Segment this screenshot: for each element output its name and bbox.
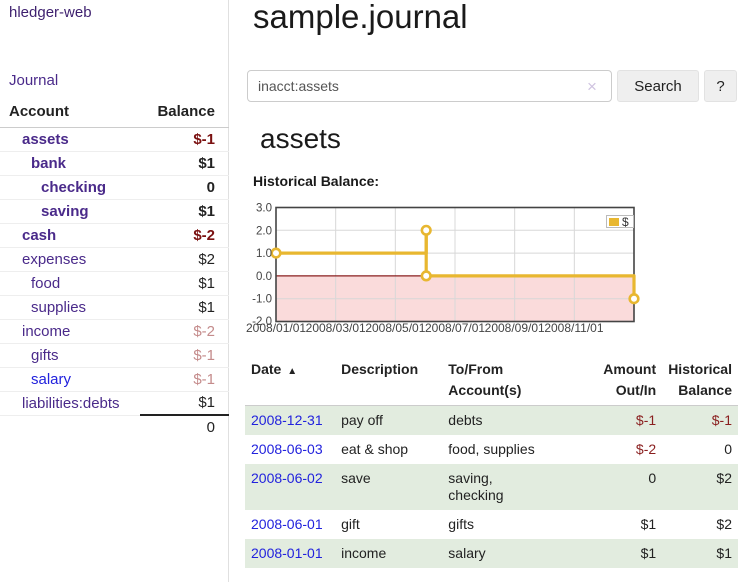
svg-text:2008/11/01: 2008/11/01: [544, 321, 603, 335]
svg-text:2008/03/01: 2008/03/01: [306, 321, 366, 335]
svg-text:2008/05/01: 2008/05/01: [365, 321, 425, 335]
svg-text:3.0: 3.0: [256, 203, 272, 215]
svg-text:2008/01/01: 2008/01/01: [246, 321, 306, 335]
svg-text:2.0: 2.0: [256, 225, 272, 237]
svg-text:2008/07/01: 2008/07/01: [425, 321, 485, 335]
svg-text:-1.0: -1.0: [252, 294, 272, 306]
svg-text:2008/09/01: 2008/09/01: [485, 321, 545, 335]
svg-text:$: $: [622, 215, 629, 229]
svg-text:1.0: 1.0: [256, 248, 272, 260]
svg-text:0.0: 0.0: [256, 271, 272, 283]
